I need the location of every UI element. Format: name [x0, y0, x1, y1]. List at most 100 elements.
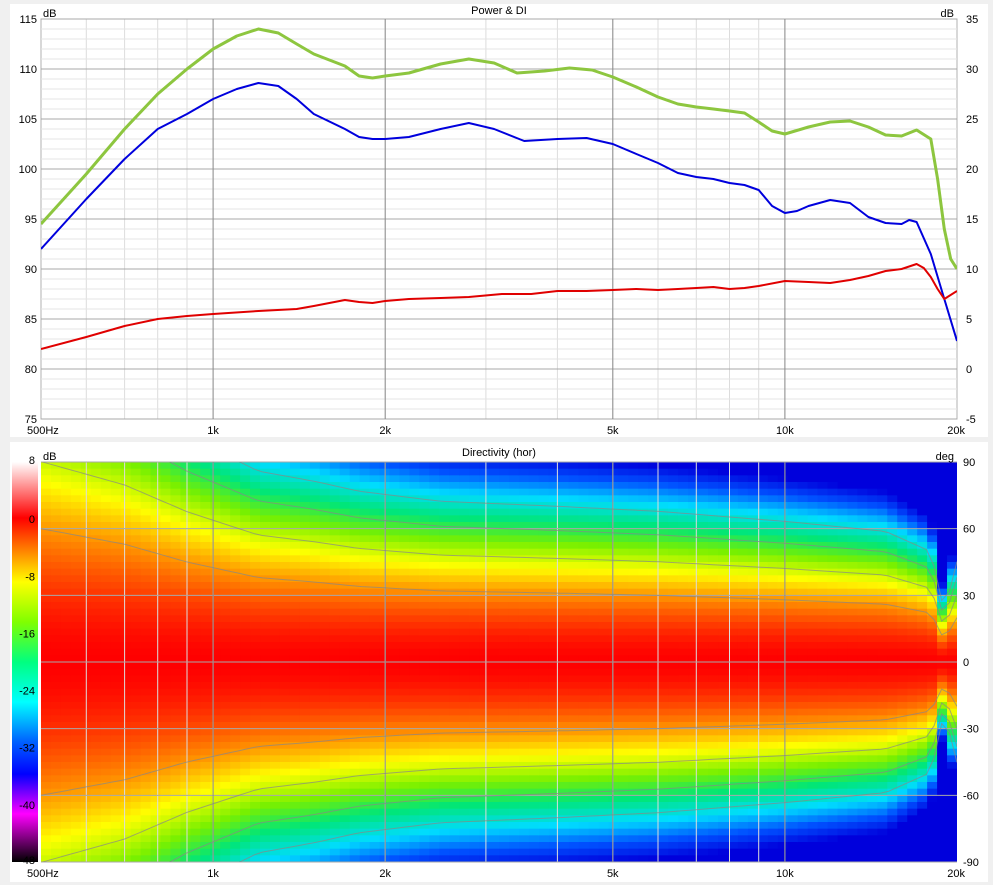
heatmap-cell — [608, 815, 620, 823]
heatmap-cell — [250, 768, 261, 776]
heatmap-cell — [240, 688, 251, 696]
heatmap-cell — [170, 482, 181, 490]
heatmap-cell — [429, 555, 440, 563]
heatmap-cell — [240, 848, 251, 856]
heatmap-cell — [479, 775, 490, 783]
heatmap-cell — [110, 568, 122, 576]
heatmap-cell — [698, 855, 709, 862]
heatmap-cell — [658, 775, 669, 783]
heatmap-cell — [728, 675, 739, 683]
heatmap-cell — [41, 568, 52, 576]
heatmap-cell — [558, 702, 570, 710]
heatmap-cell — [827, 495, 839, 503]
heatmap-cell — [309, 815, 321, 823]
heatmap-cell — [339, 555, 351, 563]
heatmap-cell — [130, 835, 142, 843]
heatmap-cell — [200, 508, 211, 516]
heatmap-cell — [399, 515, 410, 523]
heatmap-cell — [618, 568, 630, 576]
heatmap-cell — [60, 602, 72, 610]
heatmap-cell — [558, 795, 570, 803]
heatmap-cell — [708, 662, 719, 670]
heatmap-cell — [369, 635, 381, 643]
heatmap-cell — [767, 708, 779, 716]
heatmap-cell — [767, 748, 779, 756]
heatmap-cell — [120, 468, 132, 476]
heatmap-cell — [279, 748, 291, 756]
heatmap-cell — [668, 528, 679, 536]
heatmap-cell — [150, 508, 162, 516]
heatmap-cell — [777, 568, 789, 576]
heatmap-cell — [827, 735, 839, 743]
heatmap-cell — [728, 628, 739, 636]
heatmap-cell — [409, 582, 420, 590]
heatmap-cell — [459, 815, 470, 823]
heatmap-cell — [329, 635, 341, 643]
heatmap-cell — [459, 682, 470, 690]
heatmap-cell — [220, 695, 231, 703]
heatmap-cell — [389, 795, 401, 803]
heatmap-cell — [767, 528, 779, 536]
heatmap-cell — [578, 662, 590, 670]
heatmap-cell — [528, 575, 540, 583]
heatmap-cell — [220, 508, 231, 516]
heatmap-cell — [110, 462, 122, 470]
heatmap-cell — [359, 535, 371, 543]
heatmap-cell — [618, 775, 630, 783]
heatmap-cell — [807, 568, 819, 576]
heatmap-cell — [399, 655, 410, 663]
heatmap-cell — [459, 715, 470, 723]
heatmap-cell — [837, 582, 849, 590]
heatmap-cell — [329, 615, 341, 623]
heatmap-cell — [837, 528, 849, 536]
heatmap-cell — [190, 615, 201, 623]
heatmap-cell — [160, 468, 172, 476]
heatmap-cell — [289, 502, 301, 510]
heatmap-cell — [479, 502, 490, 510]
heatmap-cell — [170, 802, 181, 810]
heatmap-cell — [100, 648, 112, 656]
heatmap-cell — [817, 822, 829, 830]
heatmap-cell — [658, 655, 669, 663]
heatmap-cell — [708, 508, 719, 516]
heatmap-cell — [170, 655, 181, 663]
heatmap-cell — [489, 655, 500, 663]
heatmap-cell — [508, 595, 520, 603]
heatmap-cell — [270, 775, 281, 783]
heatmap-cell — [548, 622, 560, 630]
heatmap-cell — [299, 648, 311, 656]
heatmap-cell — [439, 622, 450, 630]
y-right-tick-label: 35 — [966, 14, 978, 26]
heatmap-cell — [270, 822, 281, 830]
heatmap-cell — [578, 508, 590, 516]
heatmap-cell — [319, 608, 331, 616]
heatmap-cell — [260, 482, 271, 490]
heatmap-cell — [588, 768, 600, 776]
heatmap-cell — [130, 728, 142, 736]
heatmap-cell — [767, 535, 779, 543]
heatmap-cell — [757, 582, 769, 590]
heatmap-cell — [429, 528, 440, 536]
heatmap-cell — [538, 695, 550, 703]
heatmap-cell — [409, 595, 420, 603]
heatmap-cell — [270, 508, 281, 516]
heatmap-cell — [180, 668, 191, 676]
heatmap-cell — [100, 702, 112, 710]
heatmap-cell — [270, 488, 281, 496]
heatmap-cell — [429, 815, 440, 823]
heatmap-cell — [170, 715, 181, 723]
heatmap-cell — [827, 808, 839, 816]
heatmap-cell — [797, 828, 809, 836]
y-right-tick-label: 25 — [966, 114, 978, 126]
heatmap-cell — [250, 715, 261, 723]
heatmap-cell — [140, 648, 152, 656]
heatmap-cell — [548, 782, 560, 790]
heatmap-cell — [588, 568, 600, 576]
heatmap-cell — [289, 642, 301, 650]
heatmap-cell — [299, 822, 311, 830]
heatmap-cell — [140, 462, 152, 470]
heatmap-cell — [140, 662, 152, 670]
heatmap-cell — [150, 535, 162, 543]
heatmap-cell — [698, 502, 709, 510]
heatmap-cell — [568, 568, 580, 576]
